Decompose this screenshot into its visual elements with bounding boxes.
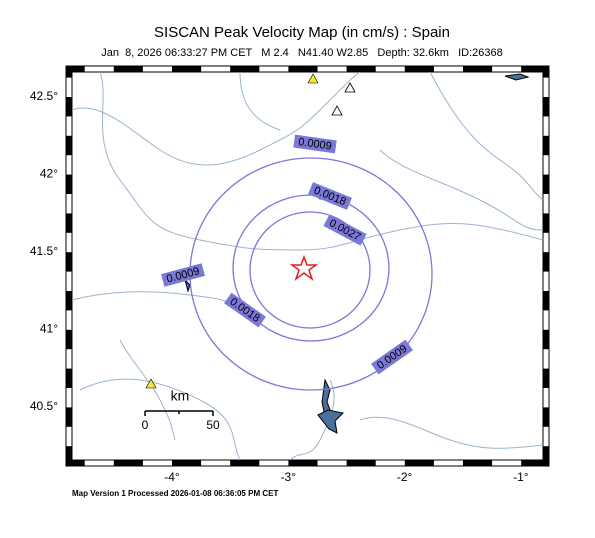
frame-bar: [230, 460, 260, 466]
map-title: SISCAN Peak Velocity Map (in cm/s) : Spa…: [154, 24, 450, 41]
frame-bar: [66, 446, 72, 466]
frame-bar: [66, 213, 72, 233]
frame-bar: [463, 460, 493, 466]
lon-label: -4°: [164, 470, 180, 484]
contour-label-text: 0.0009: [297, 136, 332, 153]
lon-label: -3°: [281, 470, 297, 484]
lon-label: -1°: [513, 470, 529, 484]
frame-bar: [543, 329, 549, 350]
frame-bar: [346, 460, 376, 466]
scale-start: 0: [142, 418, 149, 432]
frame-bar: [543, 446, 549, 466]
contour-label-box: [308, 182, 352, 210]
frame-bar: [543, 174, 549, 194]
frame-bar: [543, 66, 549, 78]
map-subtitle: Jan 8, 2026 06:33:27 PM CET M 2.4 N41.40…: [101, 47, 503, 59]
contour-label-box: [224, 292, 266, 328]
frame-bar: [66, 252, 72, 272]
frame-bar: [66, 368, 72, 388]
lat-label: 41.5°: [30, 244, 58, 258]
scale-end: 50: [206, 418, 220, 432]
scale-unit: km: [171, 388, 190, 404]
contour-label: 0.0009: [293, 134, 337, 154]
frame-bar: [521, 460, 549, 466]
frame-bar: [543, 97, 549, 117]
frame-bar: [113, 460, 143, 466]
frame-bar: [66, 407, 72, 427]
frame-bar: [543, 291, 549, 311]
frame-bar: [288, 66, 318, 72]
frame-bar: [543, 407, 549, 427]
frame-bar: [543, 252, 549, 272]
frame-bar: [463, 66, 493, 72]
frame-bar: [346, 66, 376, 72]
lat-label: 40.5°: [30, 399, 58, 413]
frame-bar: [404, 460, 434, 466]
lat-label: 41°: [40, 322, 58, 336]
map-frame: [65, 65, 550, 467]
frame-bar: [543, 213, 549, 233]
contour-label-box: [161, 263, 205, 287]
frame-bar: [66, 66, 85, 72]
frame-bar: [543, 135, 549, 156]
frame-bar: [66, 174, 72, 194]
contour-label-box: [371, 339, 413, 375]
contour-label-box: [323, 214, 367, 246]
frame-bar: [66, 291, 72, 311]
frame-bar: [172, 66, 202, 72]
frame-bar: [288, 460, 318, 466]
map-area: km 0 50: [71, 71, 544, 461]
lon-label: -2°: [397, 470, 413, 484]
frame-bar: [404, 66, 434, 72]
frame-bar: [172, 460, 202, 466]
frame-bar: [66, 66, 72, 78]
frame-bar: [66, 135, 72, 156]
frame-bar: [113, 66, 143, 72]
frame-bar: [66, 97, 72, 117]
frame-bar: [543, 368, 549, 388]
frame-bar: [66, 329, 72, 350]
lat-label: 42°: [40, 167, 58, 181]
map-footer: Map Version 1 Processed 2026-01-08 06:36…: [72, 489, 278, 498]
contour-label-box: [293, 134, 337, 154]
frame-bar: [230, 66, 260, 72]
lat-label: 42.5°: [30, 89, 58, 103]
frame-bar: [521, 66, 549, 72]
frame-bar: [66, 460, 85, 466]
